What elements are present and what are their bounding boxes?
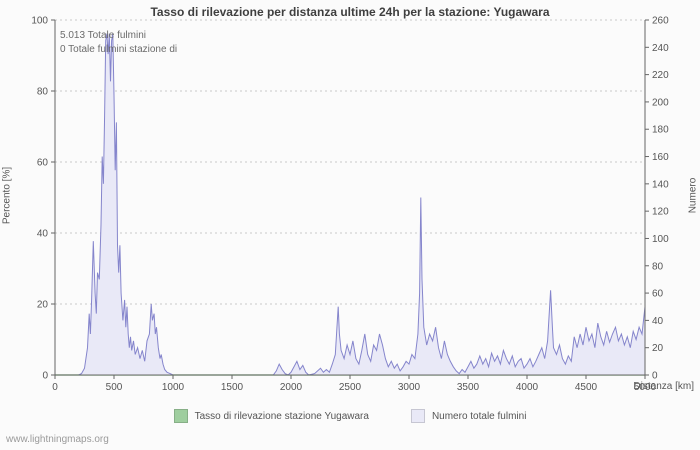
tick-label-right: 160	[652, 152, 669, 163]
legend-label-count: Numero totale fulmini	[431, 410, 527, 422]
series-area-count	[55, 33, 645, 375]
tick-label-x: 1500	[221, 382, 244, 393]
tick-label-right: 240	[652, 43, 669, 54]
legend-swatch-count	[410, 409, 425, 423]
watermark-url: www.lightningmaps.org	[6, 434, 109, 445]
tick-label-x: 3000	[398, 382, 421, 393]
tick-label-x: 4000	[516, 382, 539, 393]
chart-title: Tasso di rilevazione per distanza ultime…	[150, 5, 550, 19]
tick-label-right: 140	[652, 179, 669, 190]
tick-label-x: 4500	[575, 382, 598, 393]
tick-label-right: 0	[652, 371, 658, 382]
tick-label-right: 180	[652, 125, 669, 136]
x-axis-label: Distanza [km]	[633, 381, 694, 392]
tick-label-left: 0	[42, 371, 48, 382]
tick-label-right: 60	[652, 289, 664, 300]
tick-label-left: 60	[37, 158, 49, 169]
tick-label-x: 2500	[339, 382, 362, 393]
y-axis-label-left: Percento [%]	[1, 166, 13, 225]
tick-label-left: 20	[37, 300, 49, 311]
legend-item-rate: Tasso di rilevazione stazione Yugawara	[173, 409, 369, 423]
tick-label-right: 100	[652, 234, 669, 245]
tick-label-right: 260	[652, 16, 669, 27]
legend-item-count: Numero totale fulmini	[410, 409, 527, 423]
tick-label-right: 20	[652, 343, 664, 354]
annotation-total-lightning: 5.013 Totale fulmini	[60, 30, 146, 41]
annotation-station-lightning: 0 Totale fulmini stazione di	[60, 44, 178, 55]
tick-label-left: 100	[31, 16, 48, 27]
tick-label-right: 200	[652, 97, 669, 108]
chart-annotation: 5.013 Totale fulmini 0 Totale fulmini st…	[60, 29, 177, 57]
tick-label-x: 2000	[280, 382, 303, 393]
tick-label-x: 3500	[457, 382, 480, 393]
tick-label-right: 220	[652, 70, 669, 81]
tick-label-left: 80	[37, 87, 49, 98]
chart-svg: 0204060801000204060801001201401601802002…	[31, 16, 669, 394]
legend: Tasso di rilevazione stazione Yugawara N…	[0, 409, 700, 423]
tick-label-x: 0	[52, 382, 58, 393]
legend-swatch-rate	[173, 409, 188, 423]
tick-label-right: 40	[652, 316, 664, 327]
tick-label-right: 120	[652, 207, 669, 218]
legend-label-rate: Tasso di rilevazione stazione Yugawara	[194, 410, 369, 422]
tick-label-right: 80	[652, 261, 664, 272]
y-axis-label-right: Numero	[687, 177, 699, 214]
tick-label-x: 500	[106, 382, 123, 393]
tick-label-left: 40	[37, 229, 49, 240]
tick-label-x: 1000	[162, 382, 185, 393]
tick-label-x: 5000	[634, 382, 657, 393]
series-line-count	[55, 33, 646, 376]
